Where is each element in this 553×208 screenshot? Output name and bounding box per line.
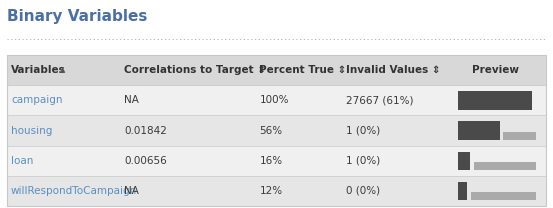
Bar [7,115,546,146]
Text: loan: loan [11,156,33,166]
Text: 12%: 12% [259,186,283,196]
Bar [7,55,546,85]
Text: 100%: 100% [259,95,289,105]
Bar [7,85,546,115]
Bar [458,152,470,170]
Text: 1 (0%): 1 (0%) [346,125,380,136]
Text: Correlations to Target ⇕: Correlations to Target ⇕ [124,65,267,75]
Text: NA: NA [124,95,139,105]
Text: campaign: campaign [11,95,62,105]
Text: Percent True ⇕: Percent True ⇕ [259,65,347,75]
Bar [7,176,546,206]
Text: Variables: Variables [11,65,66,75]
Text: 56%: 56% [259,125,283,136]
Text: 0 (0%): 0 (0%) [346,186,380,196]
Bar [458,182,467,201]
Text: 0.00656: 0.00656 [124,156,167,166]
Bar [7,55,546,206]
Text: 0.01842: 0.01842 [124,125,167,136]
Text: Binary Variables: Binary Variables [7,9,147,24]
Text: 1 (0%): 1 (0%) [346,156,380,166]
Bar [7,146,546,176]
Text: willRespondToCampaign: willRespondToCampaign [11,186,137,196]
Text: 16%: 16% [259,156,283,166]
Bar [474,162,536,170]
Text: NA: NA [124,186,139,196]
Bar [458,91,532,110]
Text: ▲: ▲ [60,67,65,73]
Text: Preview: Preview [472,65,519,75]
Bar [503,132,536,140]
Text: housing: housing [11,125,53,136]
Bar [471,192,536,201]
Text: 27667 (61%): 27667 (61%) [346,95,413,105]
Bar [458,121,499,140]
Text: Invalid Values ⇕: Invalid Values ⇕ [346,65,440,75]
